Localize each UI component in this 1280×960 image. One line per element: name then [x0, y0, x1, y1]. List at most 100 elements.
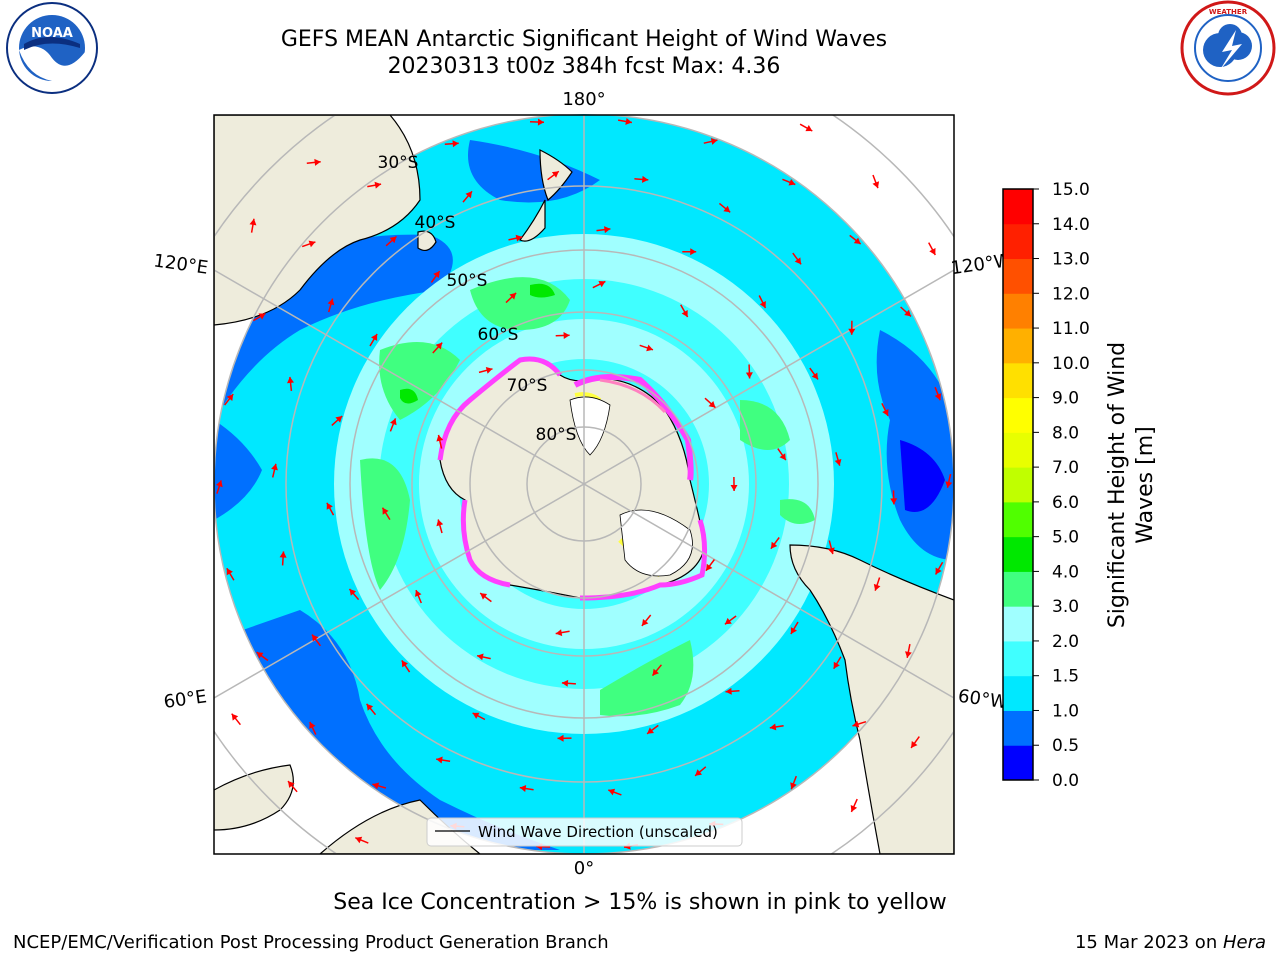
wave-direction-arrowhead [436, 756, 443, 764]
chart-title: GEFS MEAN Antarctic Significant Height o… [280, 27, 888, 52]
wave-direction-arrowhead [641, 619, 649, 626]
colorbar-tick-label: 1.0 [1052, 701, 1079, 721]
wave-direction-arrowhead [231, 713, 239, 721]
wave-direction-arrowhead [509, 292, 517, 300]
colorbar-swatch [1003, 571, 1033, 607]
wave-direction-arrowhead [258, 313, 266, 320]
lat-label-70s: 70°S [507, 376, 548, 396]
wave-direction-arrowhead [312, 634, 319, 642]
wave-direction-arrowhead [382, 507, 389, 515]
wind-wave-arrows [216, 118, 953, 851]
wave-direction-arrowhead [790, 627, 797, 634]
wave-direction-arrowhead [724, 617, 732, 625]
wave-direction-arrowhead [911, 741, 918, 748]
lon-label-180: 180° [562, 89, 605, 110]
wave-direction-arrowhead [226, 568, 233, 576]
colorbar-tick-label: 14.0 [1052, 215, 1090, 235]
wave-direction-arrowhead [929, 248, 936, 255]
colorbar-swatch [1003, 223, 1033, 260]
wave-direction-arrowhead [372, 782, 380, 790]
wave-direction-arrowhead [472, 712, 480, 719]
wave-direction-arrowhead [873, 583, 881, 591]
wave-direction-arrowhead [725, 687, 732, 695]
wave-direction-arrowhead [401, 660, 408, 668]
lon-label-0: 0° [574, 858, 594, 879]
colorbar-swatch [1003, 362, 1033, 399]
wave-direction-arrowhead [436, 434, 444, 442]
wave-direction-arrowhead [563, 332, 570, 339]
wave-direction-arrowhead [852, 720, 860, 728]
wave-direction-arrowhead [652, 668, 659, 676]
lon-label-60e: 60°E [162, 686, 208, 713]
wave-direction-arrowhead [695, 769, 702, 776]
colorbar-border [1002, 188, 1034, 781]
colorbar-swatch [1003, 432, 1033, 468]
wave-direction-arrowhead [853, 237, 861, 244]
wave-direction-arrowhead [794, 257, 802, 265]
colorbar-tick-label: 3.0 [1052, 597, 1079, 617]
wave-direction-arrowhead [708, 401, 716, 408]
wave-direction-arrowhead [646, 344, 653, 352]
legend-label: Wind Wave Direction (unscaled) [478, 823, 718, 841]
wave-direction-arrowhead [642, 175, 649, 183]
colorbar-swatch [1003, 328, 1033, 364]
noaa-logo: NOAA [6, 2, 98, 94]
colorbar-swatch [1003, 189, 1033, 225]
colorbar-tick-label: 12.0 [1052, 284, 1090, 304]
sea-ice-note: Sea Ice Concentration > 15% is shown in … [333, 890, 947, 915]
wave-direction-arrowhead [355, 836, 363, 844]
wave-direction-arrowhead [371, 334, 378, 341]
map-border [213, 114, 955, 855]
nws-logo: WEATHER [1180, 0, 1276, 96]
wave-direction-arrowhead [608, 788, 616, 796]
wave-direction-arrowhead [681, 310, 688, 317]
wave-direction-arrowhead [625, 118, 632, 125]
colorbar-tick-label: 0.5 [1052, 736, 1079, 756]
map-legend: Wind Wave Direction (unscaled) [426, 817, 743, 847]
wave-direction-arrowhead [435, 342, 443, 350]
footer-host: Hera [1222, 932, 1266, 953]
wave-direction-arrowhead [288, 781, 295, 788]
colorbar-tick-label: 13.0 [1052, 250, 1090, 270]
wave-direction-arrowhead [480, 593, 488, 600]
wave-direction-arrowhead [314, 158, 321, 166]
colorbar-swatch [1003, 536, 1033, 572]
wave-direction-arrowhead [905, 651, 912, 658]
wave-direction-arrowhead [309, 722, 316, 729]
colorbar-tick-label: 15.0 [1052, 180, 1090, 200]
wave-direction-arrowhead [249, 218, 257, 226]
colorbar-swatch [1003, 293, 1033, 329]
colorbar-tick-label: 11.0 [1052, 319, 1090, 339]
wave-direction-arrowhead [934, 393, 942, 401]
wave-direction-arrowhead [904, 309, 911, 317]
colorbar-tick-label: 6.0 [1052, 493, 1079, 513]
wave-direction-arrowhead [216, 480, 223, 488]
colorbar: 0.0 0.5 1.0 1.5 2.0 3.0 4.0 5.0 6.0 7.0 8.0 9.0 10.0… [1002, 180, 1090, 791]
chart-subtitle: 20230313 t00z 384h fcst Max: 4.36 [387, 54, 781, 79]
colorbar-tick-label: 0.0 [1052, 771, 1079, 791]
wave-direction-arrowhead [390, 418, 397, 426]
svg-text:NOAA: NOAA [31, 26, 73, 41]
footer-credit: NCEP/EMC/Verification Post Processing Pr… [13, 932, 609, 953]
wave-direction-arrowhead [647, 727, 654, 734]
wave-direction-arrowhead [326, 502, 333, 510]
wave-direction-arrowhead [555, 629, 563, 637]
wave-direction-arrowhead [271, 463, 278, 471]
wave-direction-arrowhead [890, 498, 898, 505]
wave-direction-arrowhead [415, 590, 422, 597]
wave-direction-arrowhead [827, 547, 835, 555]
wave-direction-arrowhead [935, 567, 942, 575]
wave-direction-arrowhead [433, 271, 440, 278]
wave-direction-arrowhead [327, 298, 335, 306]
lat-label-30s: 30°S [378, 153, 419, 173]
wave-direction-arrowhead [485, 367, 493, 374]
footer-date-text: 15 Mar 2023 on [1074, 932, 1223, 953]
ice-shelves [569, 396, 693, 577]
wave-direction-arrowhead [730, 485, 738, 491]
wave-direction-arrowhead [723, 205, 731, 213]
wave-direction-arrowhead [770, 541, 778, 549]
wave-direction-arrowhead [366, 703, 374, 711]
wave-direction-arrowhead [769, 723, 777, 731]
wave-direction-arrowhead [690, 248, 697, 256]
